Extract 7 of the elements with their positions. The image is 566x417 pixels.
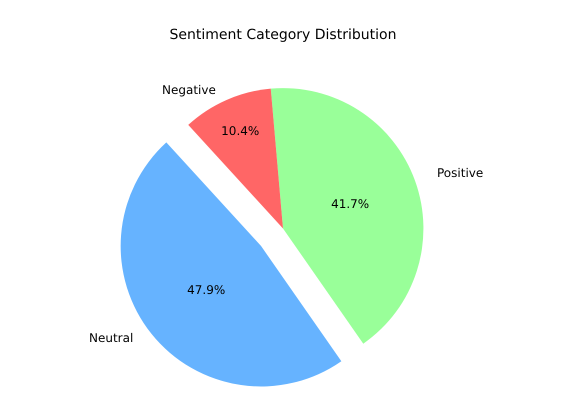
slice-label: Positive <box>437 166 484 180</box>
slice-label: Neutral <box>89 331 134 345</box>
chart-title: Sentiment Category Distribution <box>170 26 396 43</box>
data-label: 41.7% <box>331 197 370 212</box>
data-label: 10.4% <box>221 124 260 138</box>
data-label: 47.9% <box>187 282 226 297</box>
slice-label: Negative <box>162 83 216 97</box>
